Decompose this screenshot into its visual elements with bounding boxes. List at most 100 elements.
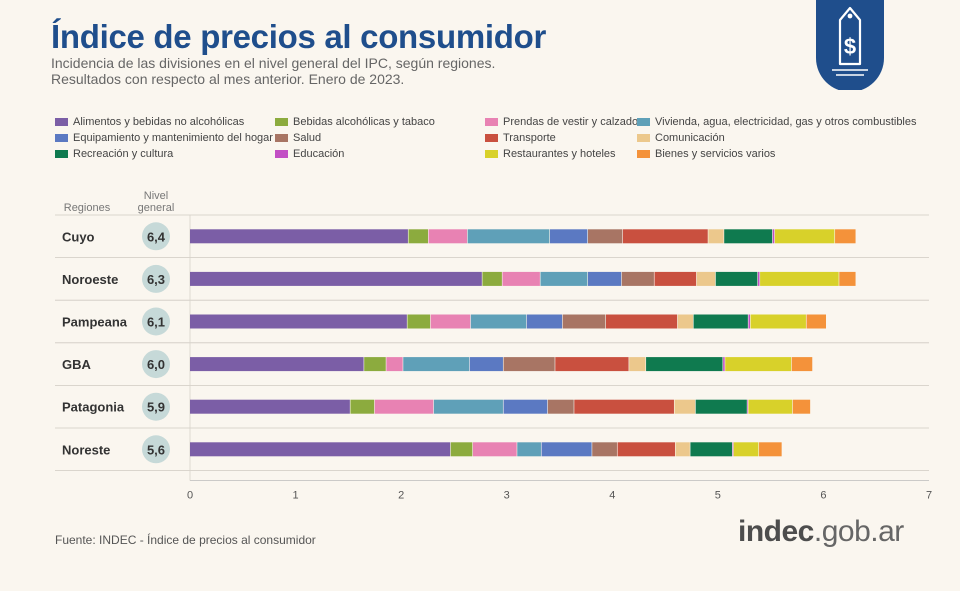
general-level-value: 6,1 [147,315,165,330]
x-tick-label: 0 [187,490,193,502]
bar-segment [541,442,592,457]
bar-segment [430,314,471,329]
bar-segment [748,314,750,329]
x-tick-label: 4 [609,490,615,502]
general-level-badge [142,307,170,336]
bar-segment [693,314,748,329]
general-level-badge [142,264,170,293]
x-tick-label: 6 [820,490,826,502]
legend-swatch [485,150,498,158]
bar-segment [574,399,674,414]
general-level-value: 5,6 [147,442,165,457]
legend-label: Bebidas alcohólicas y tabaco [293,116,435,128]
bar-segment [190,357,364,372]
legend-label: Educación [293,148,345,160]
legend-swatch [637,150,650,158]
legend-item: Bienes y servicios varios [637,147,775,161]
region-label: Noroeste [62,272,118,287]
regions-column-header: Regiones [63,202,111,214]
bar-segment [792,399,811,414]
bar-segment [774,229,835,244]
logo-light-text: .gob.ar [813,515,904,548]
bar-segment [617,442,676,457]
bar-segment [472,442,517,457]
source-note: Fuente: INDEC - Índice de precios al con… [55,533,316,547]
indec-logo: indec.gob.ar [738,515,904,549]
general-level-value: 5,9 [147,400,165,415]
bar-segment [696,271,716,286]
legend-label: Alimentos y bebidas no alcohólicas [73,116,245,128]
bar-segment [433,399,503,414]
x-tick-label: 7 [926,490,932,502]
bar-segment [772,229,775,244]
bar-segment [467,229,550,244]
svg-text:$: $ [844,34,856,59]
bar-segment [748,399,793,414]
legend-swatch [55,134,68,142]
bar-segment [190,314,407,329]
general-level-badge [142,222,170,251]
legend-item: Prendas de vestir y calzado [485,115,638,129]
page-subtitle: Incidencia de las divisiones en el nivel… [51,55,571,87]
bar-segment [592,442,617,457]
bar-segment [386,357,403,372]
bar-segment [190,442,451,457]
bar-segment [629,357,646,372]
bar-segment [588,229,623,244]
legend-label: Bienes y servicios varios [655,148,776,160]
bar-segment [190,399,350,414]
bar-segment [526,314,563,329]
bar-segment [806,314,826,329]
bar-segment [677,314,693,329]
region-label: Patagonia [62,400,125,415]
legend-label: Equipamiento y mantenimiento del hogar [73,132,273,144]
bar-segment [540,271,588,286]
x-tick-label: 2 [398,490,404,502]
legend-item: Salud [275,131,321,145]
region-label: Pampeana [62,315,128,330]
bar-segment [759,442,782,457]
legend-item: Comunicación [637,131,725,145]
bar-segment [732,442,734,457]
subtitle-line-1: Incidencia de las divisiones en el nivel… [51,55,496,71]
bar-segment [733,442,759,457]
legend-label: Vivienda, agua, electricidad, gas y otro… [655,116,917,128]
bar-segment [588,271,622,286]
bar-segment [503,357,555,372]
legend-item: Bebidas alcohólicas y tabaco [275,115,435,129]
legend-swatch [275,118,288,126]
legend-item: Alimentos y bebidas no alcohólicas [55,115,244,129]
legend-swatch [485,134,498,142]
bar-segment [408,229,428,244]
bar-segment [674,399,696,414]
page-title: Índice de precios al consumidor [51,18,546,55]
general-level-badge [142,435,170,464]
legend-swatch [55,150,68,158]
bar-segment [724,229,773,244]
bar-segment [723,357,725,372]
legend-swatch [637,118,650,126]
bar-segment [482,271,502,286]
bar-segment [547,399,574,414]
bar-segment [502,271,540,286]
bar-segment [725,357,792,372]
legend-label: Prendas de vestir y calzado [503,116,639,128]
bar-segment [364,357,386,372]
bar-segment [839,271,856,286]
legend-swatch [485,118,498,126]
general-level-column-header: Nivel general [137,190,175,214]
bar-segment [470,314,527,329]
x-tick-label: 5 [715,490,721,502]
bar-segment [621,271,654,286]
bar-segment [715,271,758,286]
legend-item: Transporte [485,131,556,145]
bar-segment [190,271,482,286]
general-level-value: 6,3 [147,272,165,287]
bar-segment [450,442,473,457]
bar-segment [690,442,733,457]
bar-segment [503,399,548,414]
general-level-value: 6,0 [147,357,165,372]
bar-segment [407,314,431,329]
legend-label: Comunicación [655,132,725,144]
bar-segment [469,357,503,372]
